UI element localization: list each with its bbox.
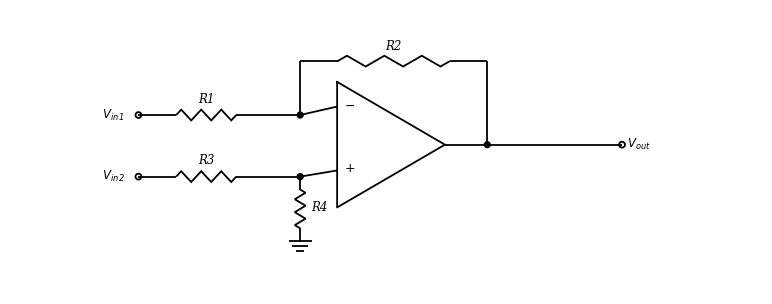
Circle shape — [297, 174, 303, 180]
Text: −: − — [345, 100, 355, 113]
Circle shape — [484, 142, 490, 147]
Text: $V_{\mathregular{out}}$: $V_{\mathregular{out}}$ — [627, 137, 651, 152]
Text: R1: R1 — [198, 93, 215, 106]
Text: R4: R4 — [311, 201, 327, 214]
Text: R3: R3 — [198, 154, 215, 168]
Text: $V_{\mathregular{in\,2}}$: $V_{\mathregular{in\,2}}$ — [101, 169, 125, 184]
Circle shape — [297, 112, 303, 118]
Text: R2: R2 — [385, 40, 401, 54]
Text: +: + — [345, 162, 355, 175]
Text: $V_{\mathregular{in\,1}}$: $V_{\mathregular{in\,1}}$ — [101, 108, 124, 123]
